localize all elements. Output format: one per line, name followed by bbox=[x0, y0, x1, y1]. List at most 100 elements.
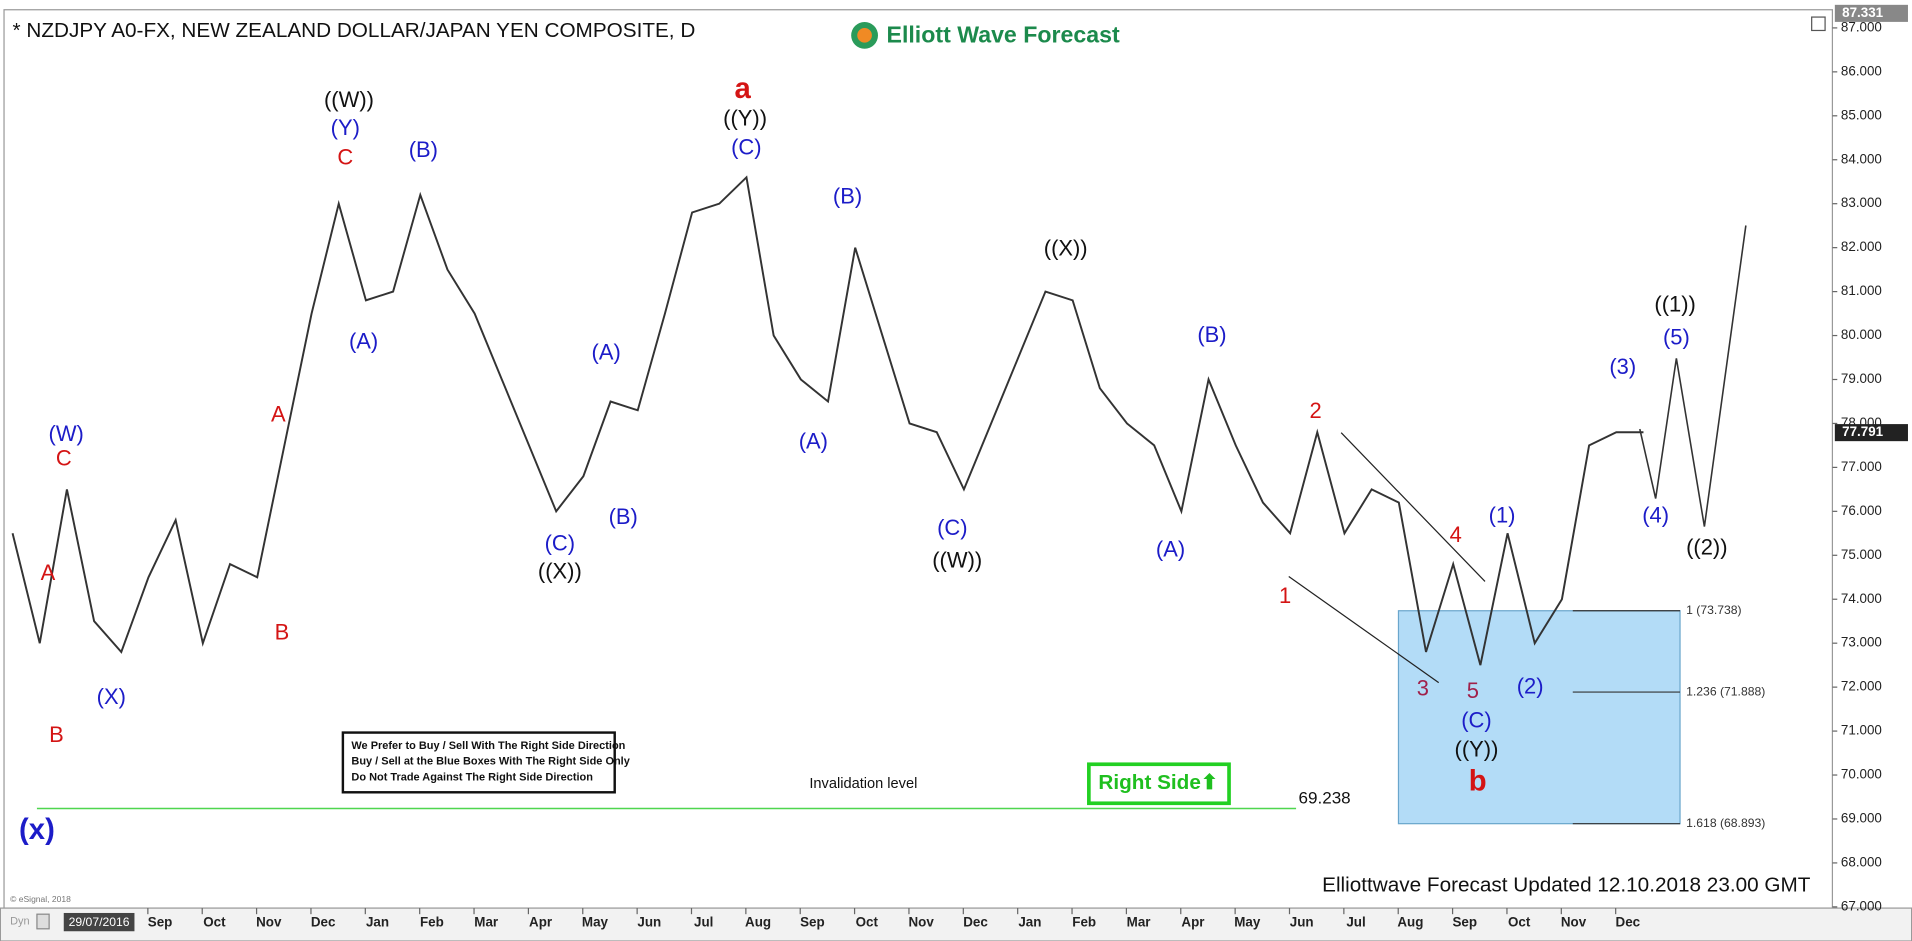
wave-label: ((X)) bbox=[538, 559, 582, 584]
x-tick-label: Jan bbox=[1018, 914, 1041, 929]
chart-title: * NZDJPY A0-FX, NEW ZEALAND DOLLAR/JAPAN… bbox=[13, 19, 696, 42]
wave-label: (A) bbox=[799, 428, 828, 453]
x-tick-label: Dec bbox=[1616, 914, 1641, 929]
x-tick-label: Jul bbox=[1346, 914, 1365, 929]
y-tick-label: 76.000 bbox=[1841, 503, 1882, 518]
wave-label: 2 bbox=[1309, 398, 1321, 423]
y-tick-label: 77.000 bbox=[1841, 459, 1882, 474]
start-date: 29/07/2016 bbox=[69, 915, 130, 929]
price-marker bbox=[1834, 424, 1908, 442]
wave-label: ((W)) bbox=[324, 87, 374, 112]
wave-label: (X) bbox=[97, 684, 126, 709]
wave-label: A bbox=[271, 401, 286, 426]
y-tick-label: 81.000 bbox=[1841, 283, 1882, 298]
wave-label: (A) bbox=[592, 339, 621, 364]
wave-label: (C) bbox=[545, 531, 575, 556]
note-box: We Prefer to Buy / Sell With The Right S… bbox=[341, 731, 631, 794]
y-tick-label: 80.000 bbox=[1841, 327, 1882, 342]
x-tick-label: Feb bbox=[1072, 914, 1096, 929]
target-box-layer: 1 (73.738) 1.236 (71.888) 1.618 (68.893) bbox=[1397, 603, 1765, 830]
footer: Elliottwave Forecast Updated 12.10.2018 … bbox=[1322, 874, 1811, 897]
wave-label: (B) bbox=[833, 183, 862, 208]
note-line: Do Not Trade Against The Right Side Dire… bbox=[351, 772, 593, 784]
x-tick-label: Mar bbox=[474, 914, 499, 929]
wave-label: (C) bbox=[1461, 707, 1491, 732]
x-tick-label: Aug bbox=[1397, 914, 1423, 929]
y-tick-label: 72.000 bbox=[1841, 679, 1882, 694]
wave-label: 4 bbox=[1450, 522, 1462, 547]
wave-label: C bbox=[56, 445, 72, 470]
wave-label: (A) bbox=[349, 328, 378, 353]
wave-label: 5 bbox=[1467, 678, 1479, 703]
wave-label: ((Y)) bbox=[1455, 737, 1499, 762]
cursor-icon[interactable] bbox=[36, 913, 50, 930]
wave-label: (3) bbox=[1609, 354, 1636, 379]
wave-label: ((W)) bbox=[932, 548, 982, 573]
wave-label: (C) bbox=[937, 515, 967, 540]
note-line: Buy / Sell at the Blue Boxes With The Ri… bbox=[351, 756, 630, 768]
y-tick-label: 84.000 bbox=[1841, 151, 1882, 166]
logo-icon-inner bbox=[857, 28, 872, 43]
wave-label: ((Y)) bbox=[723, 105, 767, 130]
y-tick-label: 83.000 bbox=[1841, 195, 1882, 210]
wave-label: C bbox=[337, 144, 353, 169]
x-tick-label: Nov bbox=[908, 914, 934, 929]
x-tick-label: Sep bbox=[1452, 914, 1477, 929]
y-tick-label: 70.000 bbox=[1841, 767, 1882, 782]
logo: Elliott Wave Forecast bbox=[851, 22, 1120, 49]
invalidation-text: Invalidation level bbox=[809, 776, 917, 792]
y-tick-label: 74.000 bbox=[1841, 591, 1882, 606]
wave-label: (Y) bbox=[331, 115, 360, 140]
diagonal-upper bbox=[1340, 432, 1486, 582]
wave-label: ((X)) bbox=[1044, 236, 1088, 261]
wave-label: (B) bbox=[609, 504, 638, 529]
wave-label: 1 bbox=[1279, 583, 1291, 608]
x-tick-label: Mar bbox=[1127, 914, 1152, 929]
x-tick-label: Oct bbox=[203, 914, 226, 929]
y-tick-label: 73.000 bbox=[1841, 635, 1882, 650]
wave-label: 3 bbox=[1417, 676, 1429, 701]
wave-label: B bbox=[49, 722, 64, 747]
wave-label: (2) bbox=[1517, 673, 1544, 698]
window-icon[interactable] bbox=[1811, 16, 1826, 32]
x-tick-label: Oct bbox=[1508, 914, 1531, 929]
y-tick-label: 82.000 bbox=[1841, 239, 1882, 254]
fib-label: 1.236 (71.888) bbox=[1686, 684, 1765, 698]
x-tick-label: Jan bbox=[366, 914, 389, 929]
x-tick-label: Sep bbox=[148, 914, 173, 929]
target-box bbox=[1397, 610, 1681, 825]
dyn-label: Dyn bbox=[10, 915, 30, 927]
date-box bbox=[63, 912, 135, 932]
note-line: We Prefer to Buy / Sell With The Right S… bbox=[351, 740, 625, 752]
x-tick-label: Oct bbox=[856, 914, 879, 929]
y-tick-label: 71.000 bbox=[1841, 723, 1882, 738]
right-side-button: Right Side⬆ bbox=[1087, 762, 1231, 806]
y-tick-label: 86.000 bbox=[1841, 63, 1882, 78]
x-tick-label: Jul bbox=[694, 914, 713, 929]
diagonal-lower bbox=[1288, 576, 1440, 684]
button-text: Right Side⬆ bbox=[1098, 771, 1218, 794]
copyright: © eSignal, 2018 bbox=[10, 894, 71, 904]
wave-label: B bbox=[275, 620, 290, 645]
price-marker-label: 77.791 bbox=[1842, 424, 1884, 439]
note-frame bbox=[341, 731, 616, 794]
price-marker bbox=[1834, 4, 1908, 22]
invalidation-value: 69.238 bbox=[1299, 788, 1351, 807]
x-tick-label: Dec bbox=[311, 914, 336, 929]
wave-label: a bbox=[735, 73, 752, 105]
wave-label: (4) bbox=[1642, 503, 1669, 528]
x-tick-label: May bbox=[582, 914, 609, 929]
projection-path bbox=[1639, 225, 1747, 527]
x-tick-label: Apr bbox=[1181, 914, 1205, 929]
overlay-layer: (W)CAB(X)(x)AB((W))(Y)C (B)(A)(C)((X))(A)… bbox=[19, 73, 1728, 846]
x-tick-label: Sep bbox=[800, 914, 825, 929]
y-tick-label: 79.000 bbox=[1841, 371, 1882, 386]
y-tick-label: 75.000 bbox=[1841, 547, 1882, 562]
price-layer bbox=[11, 175, 1644, 666]
wave-label: (B) bbox=[409, 137, 438, 162]
wave-label: ((2)) bbox=[1686, 534, 1727, 559]
y-tick-label: 67.000 bbox=[1841, 898, 1882, 913]
price-marker-label: 87.331 bbox=[1842, 5, 1884, 20]
